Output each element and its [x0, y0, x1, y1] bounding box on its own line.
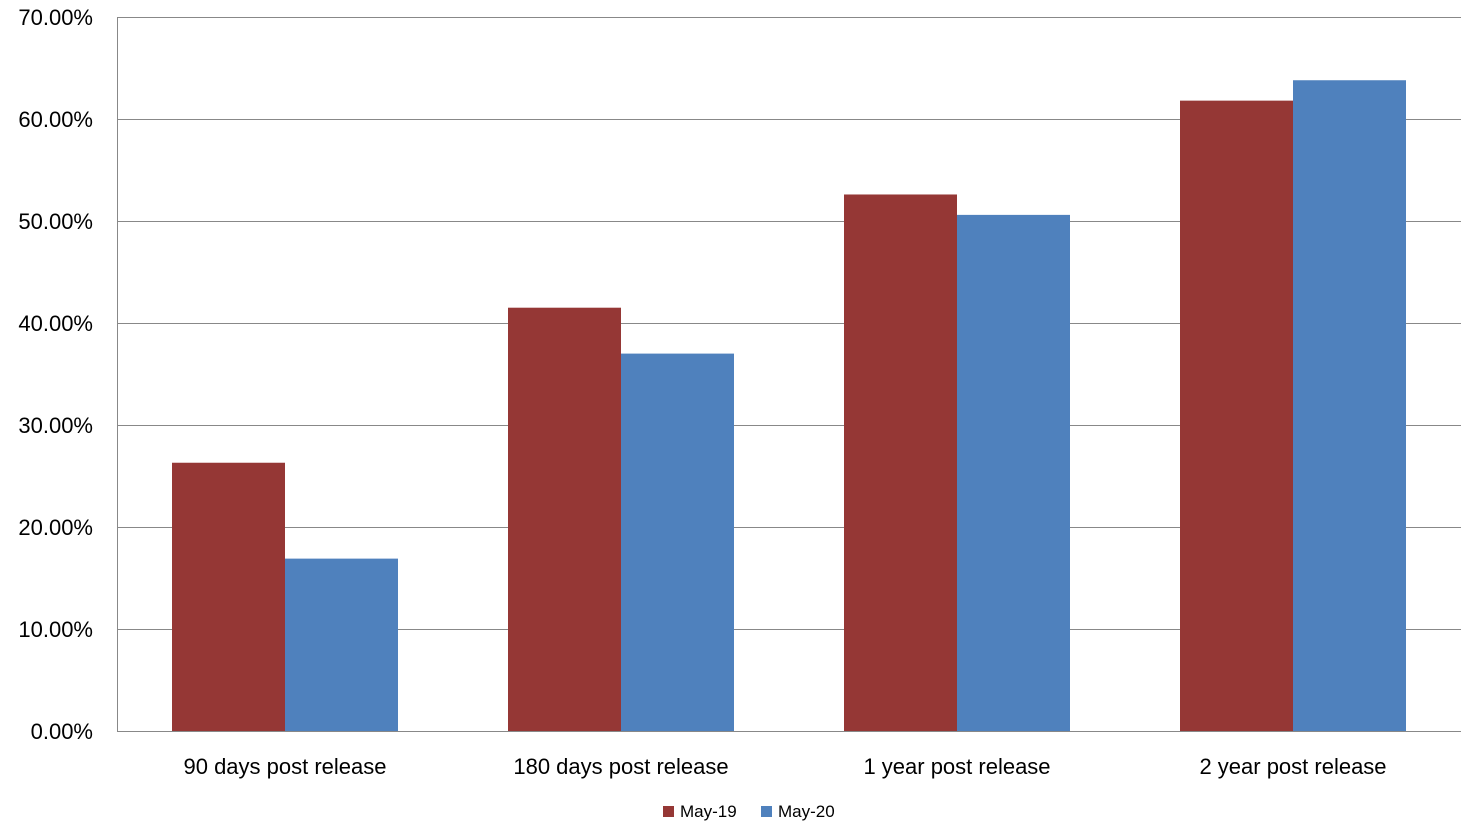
legend-swatch-may-20	[761, 806, 772, 817]
bar-may-20-3	[1293, 80, 1406, 732]
y-axis-tick-labels: 0.00% 10.00% 20.00% 30.00% 40.00% 50.00% 60.00…	[18, 5, 93, 744]
legend-label-may-20: May-20	[778, 802, 835, 821]
y-tick-label: 10.00%	[18, 617, 93, 642]
bar-may-20-0	[285, 558, 398, 731]
gridlines	[117, 17, 1461, 630]
y-tick-label: 40.00%	[18, 311, 93, 336]
y-tick-label: 50.00%	[18, 209, 93, 234]
bar-may-19-3	[1180, 100, 1293, 731]
legend-swatch-may-19	[663, 806, 674, 817]
legend-label-may-19: May-19	[680, 802, 737, 821]
legend: May-19 May-20	[663, 802, 835, 821]
y-tick-label: 70.00%	[18, 5, 93, 30]
bar-may-19-0	[172, 462, 285, 731]
y-tick-label: 0.00%	[31, 719, 93, 744]
y-tick-label: 30.00%	[18, 413, 93, 438]
x-tick-label: 1 year post release	[863, 754, 1050, 779]
x-tick-label: 180 days post release	[513, 754, 728, 779]
x-tick-label: 2 year post release	[1199, 754, 1386, 779]
y-tick-label: 20.00%	[18, 515, 93, 540]
bar-may-20-2	[957, 214, 1070, 731]
axes	[117, 17, 1461, 732]
bar-may-20-1	[621, 353, 734, 731]
bars	[172, 80, 1406, 732]
x-tick-label: 90 days post release	[183, 754, 386, 779]
bar-may-19-2	[844, 194, 957, 732]
x-axis-tick-labels: 90 days post release 180 days post releas…	[183, 754, 1386, 779]
y-tick-label: 60.00%	[18, 107, 93, 132]
bar-may-19-1	[508, 307, 621, 731]
